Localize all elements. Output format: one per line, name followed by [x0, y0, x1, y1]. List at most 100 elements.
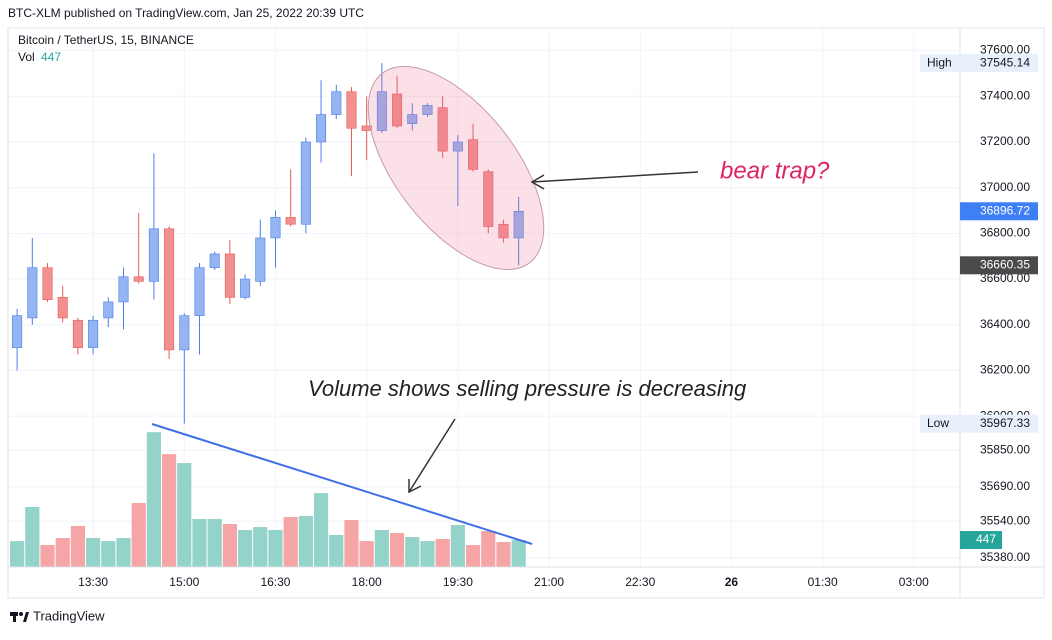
volume-bar: [389, 533, 405, 567]
volume-bar: [329, 535, 344, 567]
legend-title: Bitcoin / TetherUS, 15, BINANCE: [18, 33, 194, 47]
candle-body: [103, 301, 114, 319]
y-tick-label: 37200.00: [980, 134, 1030, 148]
candle-body: [468, 139, 479, 170]
candle-body: [179, 315, 190, 351]
volume-bar: [283, 517, 298, 567]
candle-body: [72, 319, 83, 348]
legend-volume: Vol: [18, 50, 35, 64]
candle-body: [57, 297, 68, 319]
x-tick-label: 16:30: [260, 575, 290, 589]
candle-body: [42, 267, 53, 300]
candle-body: [12, 315, 23, 348]
volume-bar: [253, 527, 268, 567]
price-tag-value: 37545.14: [980, 55, 1030, 69]
volume-bar: [420, 541, 435, 567]
x-tick-label: 22:30: [625, 575, 655, 589]
candle-body: [255, 237, 266, 282]
price-marker-value: 36896.72: [980, 203, 1030, 217]
candle-body: [483, 171, 494, 227]
volume-bar: [10, 541, 25, 567]
y-tick-label: 35380.00: [980, 550, 1030, 564]
volume-bar: [192, 519, 207, 567]
y-tick-label: 36200.00: [980, 363, 1030, 377]
y-tick-label: 36800.00: [980, 226, 1030, 240]
candle-body: [361, 125, 372, 131]
x-tick-label: 03:00: [899, 575, 929, 589]
candle-body: [270, 217, 281, 239]
highlight-ellipse: [367, 65, 545, 271]
legend-volume-value: 447: [41, 50, 61, 64]
annotation: bear trap?: [720, 157, 830, 184]
candle-body: [300, 141, 311, 225]
y-tick-label: 37600.00: [980, 43, 1030, 57]
x-tick-label: 01:30: [808, 575, 838, 589]
volume-bar: [70, 526, 86, 567]
price-marker: [960, 256, 1038, 275]
candle-body: [437, 107, 448, 152]
candle-body: [133, 276, 144, 282]
volume-bar: [161, 454, 177, 567]
price-tag-name: High: [927, 55, 952, 69]
candle-body: [118, 276, 129, 303]
candle-body: [27, 267, 38, 319]
header: BTC-XLM published on TradingView.com, Ja…: [8, 6, 364, 20]
volume-bar: [25, 507, 40, 567]
volume-marker: [960, 531, 1002, 550]
y-tick-label: 35850.00: [980, 443, 1030, 457]
candle-body: [316, 114, 327, 143]
candle-body: [164, 228, 175, 351]
candle-body: [452, 141, 463, 152]
volume-bar: [496, 542, 511, 567]
volume-bar: [465, 545, 481, 567]
candle-body: [422, 105, 433, 115]
candle-body: [376, 91, 387, 131]
volume-bar: [131, 503, 146, 567]
candle-body: [498, 223, 509, 239]
volume-bar: [359, 541, 374, 567]
volume-bar: [481, 531, 496, 567]
volume-bar: [116, 538, 131, 567]
volume-bar: [450, 525, 465, 567]
volume-bar: [298, 516, 313, 567]
x-tick-label: 15:00: [169, 575, 199, 589]
arrows: [408, 171, 699, 494]
volume-bar: [222, 524, 237, 567]
candle-body: [240, 278, 251, 298]
volume-bar: [40, 545, 55, 567]
y-tick-label: 35690.00: [980, 479, 1030, 493]
footer: TradingView: [33, 608, 105, 623]
frame: [7, 27, 1045, 599]
volume-bar: [374, 530, 389, 567]
price-tag: [920, 414, 1038, 433]
annotation: Volume shows selling pressure is decreas…: [308, 376, 747, 401]
y-tick-label: 36400.00: [980, 317, 1030, 331]
x-tick-label: 18:00: [352, 575, 382, 589]
volume-bar: [313, 493, 329, 567]
candle-body: [88, 319, 99, 348]
candle-body: [331, 91, 342, 115]
y-tick-label: 37000.00: [980, 180, 1030, 194]
candle-body: [148, 228, 159, 282]
candle-body: [392, 93, 403, 127]
y-tick-label: 35540.00: [980, 513, 1030, 527]
volume-bar: [86, 538, 101, 567]
volume-bar: [146, 432, 161, 567]
y-tick-label: 36600.00: [980, 271, 1030, 285]
candle-body: [346, 91, 357, 129]
volume-marker-value: 447: [976, 532, 996, 546]
candle-body: [513, 210, 524, 239]
volume-bar: [101, 541, 116, 567]
volume-bar: [435, 539, 450, 567]
trend-line: [151, 423, 533, 545]
volume-bar: [344, 520, 359, 567]
logo: [10, 612, 29, 622]
price-tag-value: 35967.33: [980, 416, 1030, 430]
price-marker: [960, 202, 1038, 221]
candle-body: [209, 253, 220, 268]
candle-body: [285, 217, 296, 225]
price-marker-value: 36660.35: [980, 257, 1030, 271]
volume-bar: [207, 519, 222, 567]
price-tag-name: Low: [927, 416, 949, 430]
